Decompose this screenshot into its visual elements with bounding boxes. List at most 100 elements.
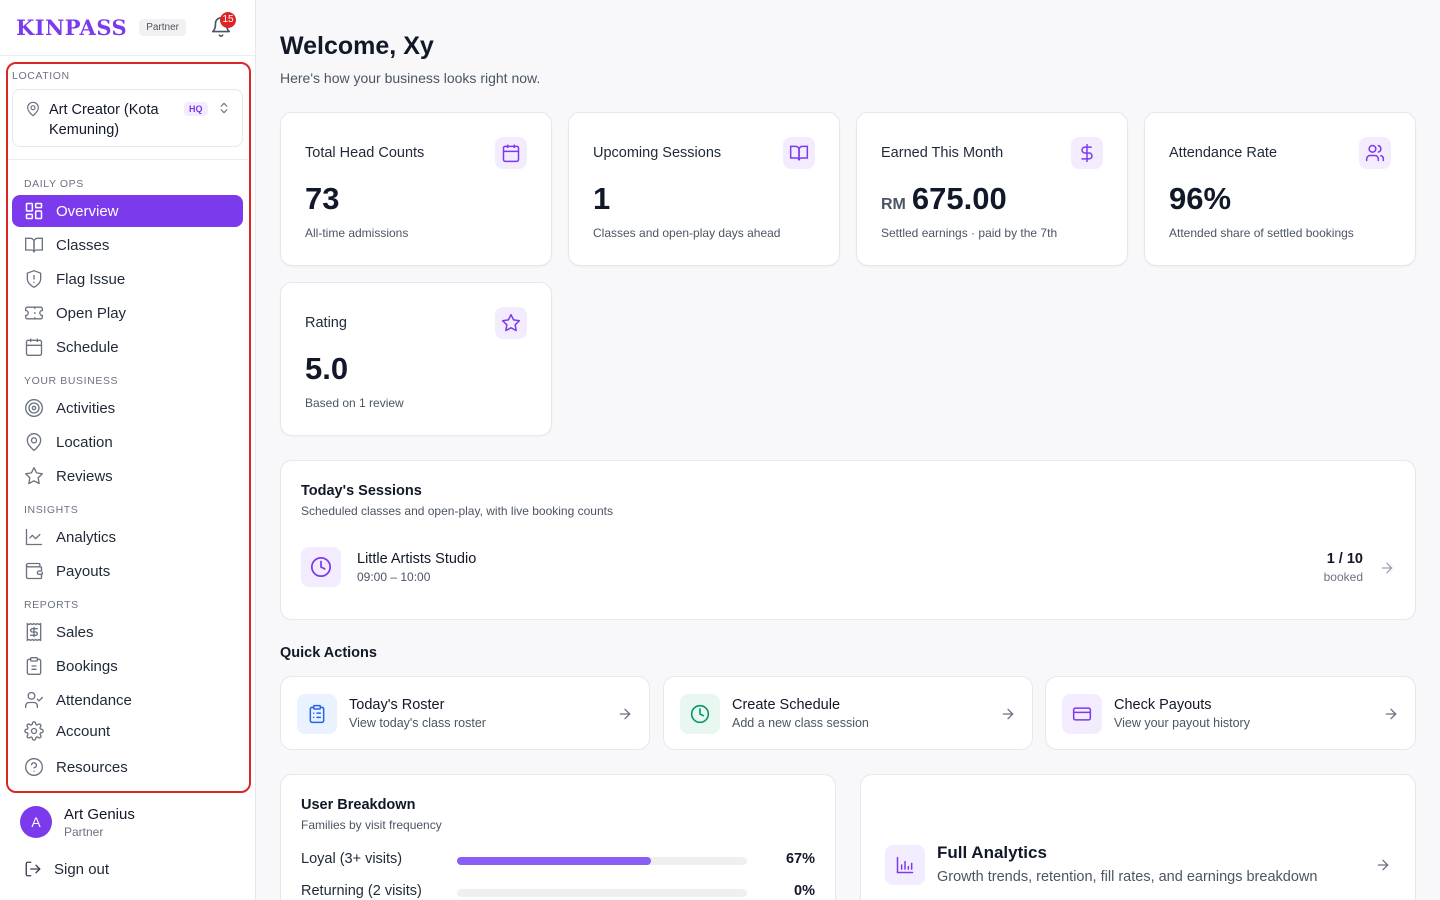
sidebar-item-resources[interactable]: Resources	[12, 751, 243, 783]
currency-label: RM	[881, 196, 906, 213]
sign-out-button[interactable]: Sign out	[24, 860, 109, 878]
todays-sessions-panel: Today's Sessions Scheduled classes and o…	[280, 460, 1416, 620]
bar-chart-icon	[885, 845, 925, 885]
arrow-right-icon	[1002, 708, 1014, 720]
todays-roster-button[interactable]: Today's Roster View today's class roster	[280, 676, 650, 750]
full-analytics-card[interactable]: Full Analytics Growth trends, retention,…	[860, 774, 1416, 900]
credit-card-icon	[1062, 694, 1102, 734]
breakdown-label: Returning (2 visits)	[301, 883, 422, 899]
arrow-right-icon	[1377, 859, 1389, 871]
sidebar: KINPASS Partner 15 LOCATION Art Creator …	[0, 0, 256, 900]
sidebar-item-label: Payouts	[56, 562, 111, 580]
session-name[interactable]: Little Artists Studio	[357, 551, 477, 567]
stat-card-head-counts: Total Head Counts 73 All-time admissions	[280, 112, 552, 266]
sidebar-item-label: Flag Issue	[56, 270, 126, 288]
stat-title: Earned This Month	[881, 145, 1004, 161]
star-icon	[24, 466, 44, 486]
breakdown-bar-fill	[457, 857, 652, 865]
avatar: A	[20, 806, 52, 838]
location-section-label: LOCATION	[12, 70, 70, 82]
stat-note: Attended share of settled bookings	[1169, 226, 1354, 240]
arrow-right-icon[interactable]	[1379, 560, 1395, 576]
session-time: 09:00 – 10:00	[357, 570, 431, 584]
session-booking-count: 1 / 10	[1326, 551, 1363, 567]
sidebar-item-label: Account	[56, 722, 111, 740]
stat-card-upcoming-sessions: Upcoming Sessions 1 Classes and open-pla…	[568, 112, 840, 266]
sidebar-item-flag-issue[interactable]: Flag Issue	[12, 263, 243, 295]
map-pin-icon	[27, 101, 39, 117]
stat-title: Upcoming Sessions	[593, 145, 722, 161]
sidebar-item-label: Bookings	[56, 657, 118, 675]
breakdown-percent: 67%	[785, 851, 815, 867]
stat-value: RM 675.00	[881, 181, 1007, 217]
wallet-icon	[24, 561, 44, 581]
stat-card-rating: Rating 5.0 Based on 1 review	[280, 282, 552, 436]
panel-title: User Breakdown	[301, 797, 416, 813]
book-open-icon	[783, 137, 815, 169]
sidebar-item-label: Location	[56, 433, 113, 451]
sidebar-item-schedule[interactable]: Schedule	[12, 331, 243, 363]
stat-note: All-time admissions	[305, 226, 409, 240]
sidebar-item-label: Attendance	[56, 691, 132, 709]
map-pin-icon	[24, 432, 44, 452]
quick-action-name: Check Payouts	[1114, 697, 1212, 713]
sidebar-item-payouts[interactable]: Payouts	[12, 555, 243, 587]
breakdown-row: Returning (2 visits) 0%	[301, 883, 815, 900]
arrow-right-icon	[619, 708, 631, 720]
create-schedule-button[interactable]: Create Schedule Add a new class session	[663, 676, 1033, 750]
check-payouts-button[interactable]: Check Payouts View your payout history	[1045, 676, 1416, 750]
sidebar-item-label: Classes	[56, 236, 110, 254]
stat-card-attendance-rate: Attendance Rate 96% Attended share of se…	[1144, 112, 1416, 266]
full-analytics-desc: Growth trends, retention, fill rates, an…	[937, 869, 1318, 885]
sidebar-item-bookings[interactable]: Bookings	[12, 650, 243, 682]
page-title: Welcome, Xy	[280, 32, 434, 60]
panel-title: Today's Sessions	[301, 483, 422, 499]
sidebar-item-account[interactable]: Account	[12, 715, 243, 747]
star-icon	[495, 307, 527, 339]
sidebar-item-reviews[interactable]: Reviews	[12, 460, 243, 492]
chevrons-up-down-icon	[220, 102, 228, 114]
stat-note: Based on 1 review	[305, 396, 404, 410]
dollar-icon	[1071, 137, 1103, 169]
sidebar-item-label: Reviews	[56, 467, 113, 485]
divider	[8, 159, 248, 160]
kinpass-logo[interactable]: KINPASS	[16, 15, 128, 40]
breakdown-percent: 0%	[794, 883, 815, 899]
sidebar-item-label: Analytics	[56, 528, 117, 546]
line-chart-icon	[24, 527, 44, 547]
insights-label: INSIGHTS	[24, 504, 79, 516]
page-subtitle: Here's how your business looks right now…	[280, 70, 541, 86]
sidebar-item-analytics[interactable]: Analytics	[12, 521, 243, 553]
calendar-icon	[495, 137, 527, 169]
stat-amount: 675.00	[911, 181, 1007, 216]
user-breakdown-panel: User Breakdown Families by visit frequen…	[280, 774, 836, 900]
navigation-highlight-frame	[6, 62, 251, 793]
sidebar-item-open-play[interactable]: Open Play	[12, 297, 243, 329]
full-analytics-title: Full Analytics	[937, 843, 1047, 862]
stat-value: 5.0	[305, 351, 349, 386]
stat-title: Total Head Counts	[305, 145, 425, 161]
arrow-right-icon	[1385, 708, 1397, 720]
quick-action-desc: View today's class roster	[349, 716, 486, 730]
book-icon	[24, 235, 44, 255]
daily-ops-label: DAILY OPS	[24, 178, 84, 190]
sidebar-item-overview[interactable]: Overview	[12, 195, 243, 227]
location-switcher[interactable]: Art Creator (Kota Kemuning) HQ	[12, 89, 243, 147]
target-icon	[24, 398, 44, 418]
clock-icon	[301, 547, 341, 587]
shield-alert-icon	[24, 269, 44, 289]
breakdown-bar	[457, 857, 747, 865]
sign-out-label: Sign out	[54, 860, 110, 878]
stat-value: 96%	[1169, 181, 1232, 216]
calendar-icon	[24, 337, 44, 357]
breakdown-label: Loyal (3+ visits)	[301, 851, 403, 867]
sidebar-item-location[interactable]: Location	[12, 426, 243, 458]
sidebar-item-classes[interactable]: Classes	[12, 229, 243, 261]
sidebar-item-sales[interactable]: Sales	[12, 616, 243, 648]
sidebar-item-label: Open Play	[56, 304, 127, 322]
notification-badge: 15	[220, 12, 236, 28]
stat-value: 1	[593, 181, 611, 216]
reports-label: REPORTS	[24, 599, 79, 611]
sidebar-item-attendance[interactable]: Attendance	[12, 684, 243, 716]
sidebar-item-activities[interactable]: Activities	[12, 392, 243, 424]
